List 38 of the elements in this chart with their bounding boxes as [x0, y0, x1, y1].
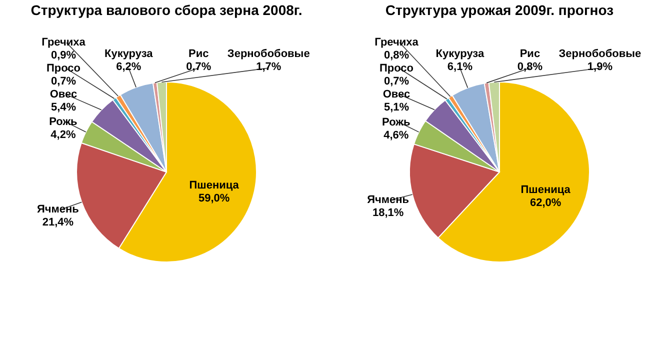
- slice-label: Овес: [50, 88, 78, 101]
- slice-label: Зернобобовые: [558, 48, 642, 60]
- slice-label: Ячмень: [36, 204, 80, 216]
- slice-label: Гречиха: [374, 36, 420, 48]
- slice-label: Пшеница: [189, 180, 240, 192]
- slice-label: Пшеница: [520, 184, 572, 196]
- slice-label: Просо: [46, 62, 81, 75]
- data-label: 6,2%: [116, 61, 142, 73]
- data-label: 0,7%: [186, 61, 212, 73]
- slice-label: Рожь: [49, 116, 78, 128]
- slice-label: Гречиха: [42, 36, 86, 49]
- data-label: 5,1%: [384, 102, 410, 114]
- data-label: 0,7%: [50, 76, 76, 88]
- data-label: 1,7%: [256, 61, 282, 73]
- slice-label: Ячмень: [367, 194, 410, 206]
- data-label: 6,1%: [447, 61, 473, 73]
- slice-label: Рис: [188, 48, 209, 60]
- slice-label: Рис: [520, 48, 540, 60]
- data-label: 0,8%: [517, 61, 543, 73]
- data-label: 1,9%: [587, 61, 613, 73]
- data-label: 18,1%: [372, 206, 404, 219]
- data-label: 0,9%: [50, 50, 76, 62]
- data-label: 21,4%: [42, 216, 74, 229]
- slice-label: Овес: [382, 88, 410, 100]
- data-label: 5,4%: [50, 102, 76, 114]
- data-label: 4,6%: [384, 129, 409, 142]
- chart-title: Структура урожая 2009г. прогноз: [385, 2, 614, 18]
- slice-label: Кукуруза: [436, 48, 485, 60]
- slice-label: Просо: [379, 62, 414, 74]
- data-label: 59,0%: [198, 192, 230, 205]
- data-label: 0,8%: [384, 50, 410, 62]
- data-label: 4,2%: [50, 129, 76, 142]
- slice-label: Зернобобовые: [227, 48, 310, 60]
- chart-title: Структура валового сбора зерна 2008г.: [30, 2, 302, 18]
- data-label: 62,0%: [530, 197, 562, 210]
- data-label: 0,7%: [384, 76, 410, 88]
- slice-label: Кукуруза: [104, 48, 154, 60]
- slice-label: Рожь: [382, 116, 410, 128]
